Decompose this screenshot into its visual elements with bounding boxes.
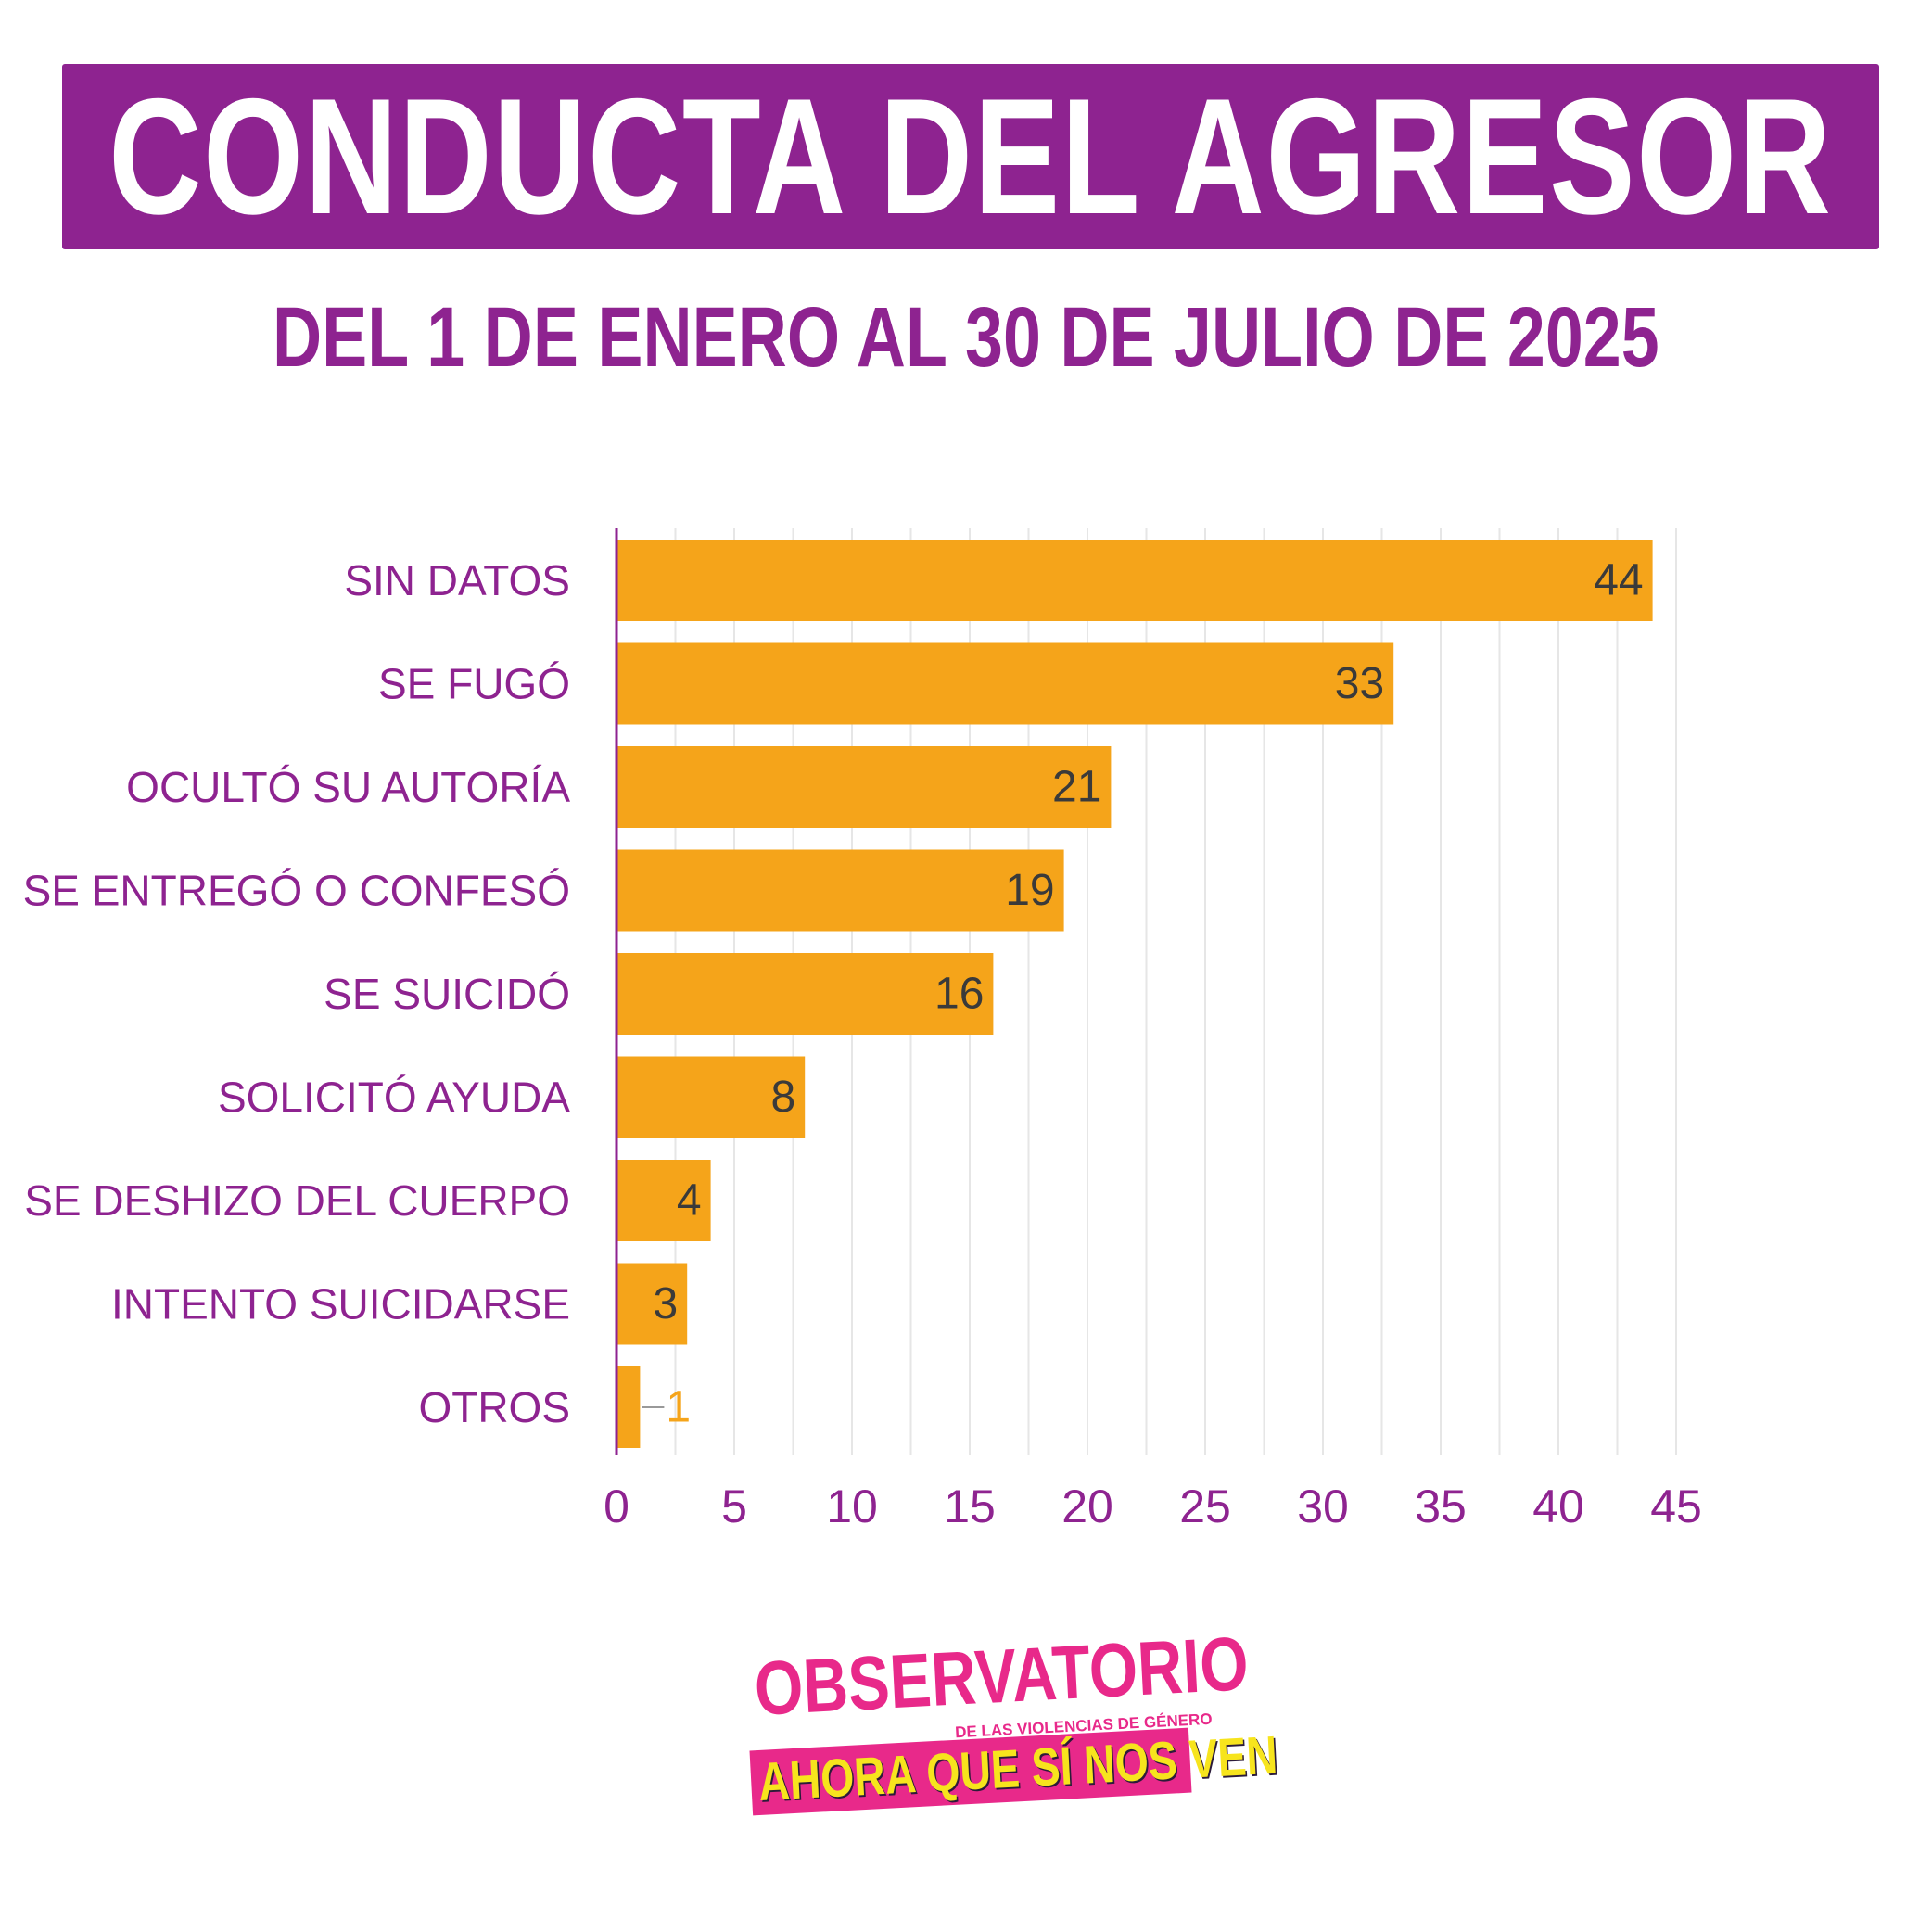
value-label: 16 [934,970,984,1019]
category-label: SOLICITÓ AYUDA [218,1074,570,1122]
value-label: 44 [1594,556,1643,605]
value-label: 4 [677,1176,702,1226]
subtitle-text: DEL 1 DE ENERO AL 30 DE JULIO DE 2025 [273,290,1659,385]
category-label: SIN DATOS [344,556,570,604]
category-label: OCULTÓ SU AUTORÍA [126,763,570,811]
bar [616,1056,806,1138]
title-banner: CONDUCTA DEL AGRESOR [62,64,1879,249]
x-tick-label: 25 [1179,1481,1231,1532]
x-tick-label: 20 [1061,1481,1113,1532]
bar [616,1263,688,1345]
category-label: SE DESHIZO DEL CUERPO [24,1176,570,1225]
x-tick-label: 0 [604,1481,629,1532]
x-tick-label: 5 [721,1481,747,1532]
x-tick-label: 15 [944,1481,996,1532]
bar [616,642,1394,725]
page-title: CONDUCTA DEL AGRESOR [108,64,1833,248]
bar [616,953,994,1035]
bar [616,849,1064,932]
bar [616,1366,641,1448]
observatorio-logo: OBSERVATORIO DE LAS VIOLENCIAS DE GÉNERO… [749,1621,1279,1828]
logo-slogan: AHORA QUE SÍ NOS VEN [756,1724,1279,1812]
category-label: INTENTO SUICIDARSE [111,1280,570,1328]
value-label: 21 [1052,763,1101,812]
category-label: OTROS [418,1383,570,1431]
x-tick-label: 30 [1297,1481,1349,1532]
x-tick-label: 10 [826,1481,878,1532]
value-label: 33 [1335,659,1384,708]
x-tick-label: 40 [1532,1481,1584,1532]
x-tick-label: 35 [1415,1481,1467,1532]
value-label: 19 [1005,866,1054,915]
value-label: 8 [770,1073,795,1122]
x-tick-label: 45 [1650,1481,1702,1532]
logo-band: AHORA QUE SÍ NOS VEN [749,1725,1279,1816]
category-label: SE SUICIDÓ [324,970,570,1018]
bar [616,746,1112,828]
value-label: 1 [666,1383,691,1432]
bar [616,540,1653,621]
bar [616,1160,711,1241]
value-label: 3 [653,1279,678,1328]
page-subtitle: DEL 1 DE ENERO AL 30 DE JULIO DE 2025 [0,295,1932,380]
bar-chart: SIN DATOS 44 SE FUGÓ 33 OCULTÓ SU AUTORÍA 21 S… [23,528,1702,1532]
category-label: SE FUGÓ [378,660,570,708]
category-label: SE ENTREGÓ O CONFESÓ [23,867,570,915]
